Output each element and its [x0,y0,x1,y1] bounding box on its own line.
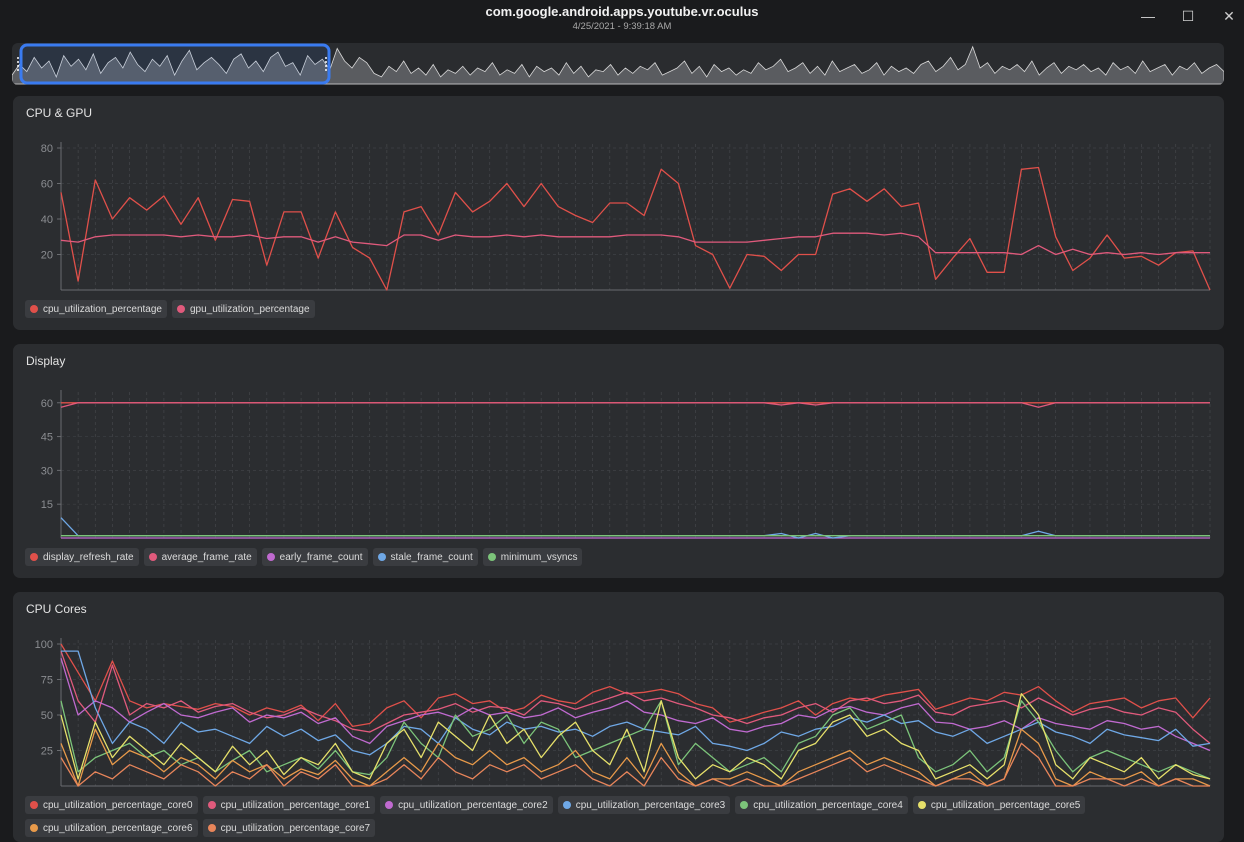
legend-label: cpu_utilization_percentage_core4 [753,799,903,811]
grid-lines [60,144,1211,290]
legend-label: cpu_utilization_percentage_core6 [43,822,193,834]
series-line [60,700,1211,780]
grid-lines [60,640,1211,786]
legend-item[interactable]: gpu_utilization_percentage [171,300,315,318]
legend-dot-icon [385,801,394,809]
series-line [60,650,1211,744]
series-line [61,650,1211,756]
overview-sparkline [12,43,1224,85]
legend-dot-icon [30,801,38,809]
series-line [60,728,1211,787]
legend-item[interactable]: stale_frame_count [372,548,478,566]
legend-dot-icon [266,553,275,561]
legend-label: stale_frame_count [390,551,473,563]
legend-label: display_refresh_rate [43,551,134,563]
legend-item[interactable]: cpu_utilization_percentage [25,300,167,318]
legend-item[interactable]: minimum_vsyncs [482,548,583,566]
cpu-gpu-chart[interactable]: 20 40 60 80 [13,96,1224,296]
close-icon[interactable]: ✕ [1223,8,1235,24]
y-tick-label: 15 [41,499,53,511]
legend-item[interactable]: cpu_utilization_percentage_core4 [735,796,908,814]
legend-label: gpu_utilization_percentage [189,303,310,315]
legend-item[interactable]: display_refresh_rate [25,548,139,566]
y-tick-label: 100 [35,639,53,651]
grid-lines [60,392,1211,538]
series-line [60,232,1210,256]
legend-label: cpu_utilization_percentage_core5 [930,799,1081,811]
y-tick-label: 30 [41,465,53,477]
legend-label: cpu_utilization_percentage [43,303,162,315]
chart-legend: display_refresh_rate average_frame_rate ea… [25,548,1215,566]
legend-item[interactable]: cpu_utilization_percentage_core0 [25,796,198,814]
series-line [60,166,1211,291]
panel-title: CPU Cores [26,602,87,616]
y-tick-label: 75 [41,675,53,687]
legend-dot-icon [30,553,38,561]
y-tick-label: 40 [41,214,53,226]
legend-item[interactable]: cpu_utilization_percentage_core5 [912,796,1086,814]
series-line [60,742,1210,787]
legend-label: cpu_utilization_percentage_core3 [575,799,726,811]
y-tick-label: 60 [41,179,53,191]
legend-dot-icon [487,553,496,561]
legend-dot-icon [562,801,571,809]
display-chart[interactable]: 15 30 45 60 [13,344,1224,544]
series-line [60,693,1211,780]
legend-dot-icon [917,801,926,809]
legend-item[interactable]: cpu_utilization_percentage_core6 [25,819,198,837]
app-title: com.google.android.apps.youtube.vr.oculu… [485,4,759,19]
timeline-overview[interactable] [12,43,1224,85]
legend-dot-icon [176,305,185,313]
chart-legend: cpu_utilization_percentage gpu_utilizatio… [25,300,1215,318]
legend-dot-icon [30,824,38,832]
panel-title: Display [26,354,66,368]
y-tick-label: 50 [41,710,53,722]
legend-label: minimum_vsyncs [500,551,578,563]
legend-label: cpu_utilization_percentage_core7 [220,822,371,834]
y-tick-label: 45 [41,432,53,444]
legend-dot-icon [148,553,157,561]
legend-item[interactable]: cpu_utilization_percentage_core1 [202,796,376,814]
legend-dot-icon [207,824,216,832]
legend-item[interactable]: cpu_utilization_percentage_core2 [380,796,553,814]
cpu-gpu-panel: CPU & GPU 20 40 60 80 cpu_utilization_perce… [13,96,1224,330]
panel-title: CPU & GPU [26,106,93,120]
session-timestamp: 4/25/2021 - 9:39:18 AM [572,21,672,32]
overview-area [12,45,1224,85]
legend-label: average_frame_rate [161,551,252,563]
legend-item[interactable]: average_frame_rate [143,548,257,566]
legend-item[interactable]: cpu_utilization_percentage_core3 [557,796,731,814]
legend-dot-icon [30,305,38,313]
cpu-cores-chart[interactable]: 25 50 75 100 [13,592,1224,792]
legend-dot-icon [207,801,216,809]
y-tick-label: 20 [41,250,53,262]
y-tick-label: 80 [41,143,53,155]
legend-item[interactable]: early_frame_count [261,548,368,566]
cpu-cores-panel: CPU Cores 25 50 75 100 cpu_utilization_perc… [13,592,1224,842]
legend-label: early_frame_count [279,551,363,563]
title-bar: com.google.android.apps.youtube.vr.oculu… [0,0,1244,40]
y-tick-label: 60 [41,398,53,410]
maximize-icon[interactable]: ☐ [1181,8,1195,24]
series-line [60,658,1211,752]
legend-label: cpu_utilization_percentage_core2 [398,799,548,811]
overview-selection[interactable] [19,43,331,85]
y-tick-label: 25 [41,746,53,758]
chart-legend: cpu_utilization_percentage_core0 cpu_util… [25,796,1215,837]
series-line [60,402,1210,408]
display-panel: Display 15 30 45 60 display_refresh_rate ave… [13,344,1224,578]
legend-item[interactable]: cpu_utilization_percentage_core7 [202,819,376,837]
series-line [60,517,1210,539]
legend-dot-icon [377,553,386,561]
legend-dot-icon [740,801,749,809]
legend-label: cpu_utilization_percentage_core1 [220,799,371,811]
minimize-icon[interactable]: — [1141,8,1155,24]
legend-label: cpu_utilization_percentage_core0 [43,799,193,811]
